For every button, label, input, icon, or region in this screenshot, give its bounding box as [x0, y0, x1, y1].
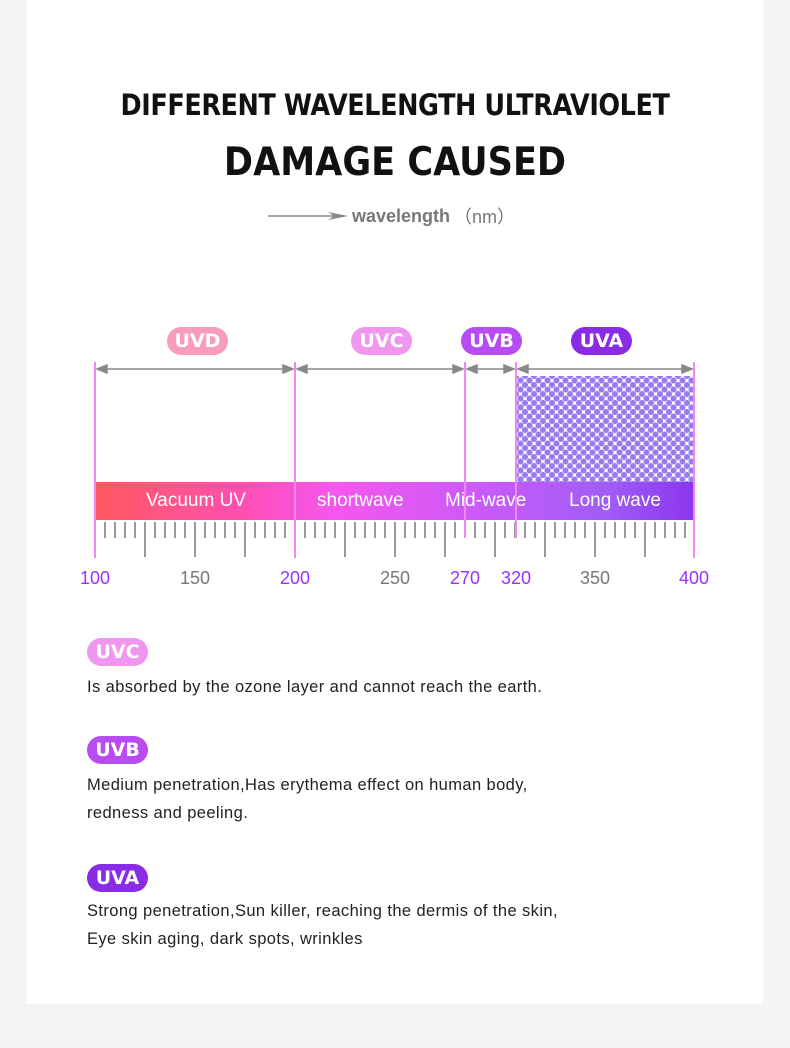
tick-label: 100: [79, 568, 111, 588]
arrow-uvc: [294, 363, 466, 375]
segment-long-wave: Long wave: [569, 490, 661, 511]
boundary-100: [94, 362, 96, 558]
spectrum-band: Vacuum UV shortwave Mid-wave Long wave: [95, 482, 695, 520]
tick-label: 350: [579, 568, 611, 588]
tick-label: 200: [279, 568, 311, 588]
tick-label: 320: [500, 568, 532, 588]
desc-badge-uvc: UVC: [87, 638, 148, 666]
title-line1: DIFFERENT WAVELENGTH ULTRAVIOLET: [120, 88, 670, 122]
title-line2: DAMAGE CAUSED: [223, 140, 567, 185]
arrow-uvb: [464, 363, 517, 375]
wavelength-unit: （nm）: [454, 207, 516, 227]
desc-line: Eye skin aging, dark spots, wrinkles: [87, 930, 363, 948]
tick-label: 150: [179, 568, 211, 588]
segment-shortwave: shortwave: [317, 490, 404, 511]
arrow-right-icon: [268, 212, 348, 220]
segment-vacuum-uv: Vacuum UV: [146, 490, 246, 511]
desc-badge-uva: UVA: [87, 864, 148, 892]
desc-badge-uvb: UVB: [87, 736, 148, 764]
badge-uvb: UVB: [461, 327, 522, 355]
tick-label: 250: [379, 568, 411, 588]
desc-uvb: Medium penetration,Has erythema effect o…: [87, 771, 528, 827]
tick-ruler: [104, 522, 686, 557]
arrow-uva: [515, 363, 695, 375]
desc-line: redness and peeling.: [87, 804, 249, 822]
badge-uvd: UVD: [167, 327, 228, 355]
desc-line: Strong penetration,Sun killer, reaching …: [87, 902, 558, 920]
badge-uvc: UVC: [351, 327, 412, 355]
boundary-200: [294, 362, 296, 558]
boundary-270: [464, 362, 466, 538]
desc-uva: Strong penetration,Sun killer, reaching …: [87, 897, 558, 953]
range-arrows: [94, 363, 695, 375]
boundary-320: [515, 362, 517, 538]
boundary-400: [693, 362, 695, 558]
desc-uvc: Is absorbed by the ozone layer and canno…: [87, 673, 542, 701]
wavelength-label: wavelength （nm）: [268, 203, 515, 229]
badge-uva: UVA: [571, 327, 632, 355]
arrow-uvd: [94, 363, 296, 375]
desc-line: Medium penetration,Has erythema effect o…: [87, 776, 528, 794]
tick-label: 270: [449, 568, 481, 588]
desc-line: Is absorbed by the ozone layer and canno…: [87, 678, 543, 696]
uva-dotted-area: [516, 376, 694, 482]
tick-label: 400: [678, 568, 710, 588]
wavelength-word: wavelength: [352, 205, 451, 226]
